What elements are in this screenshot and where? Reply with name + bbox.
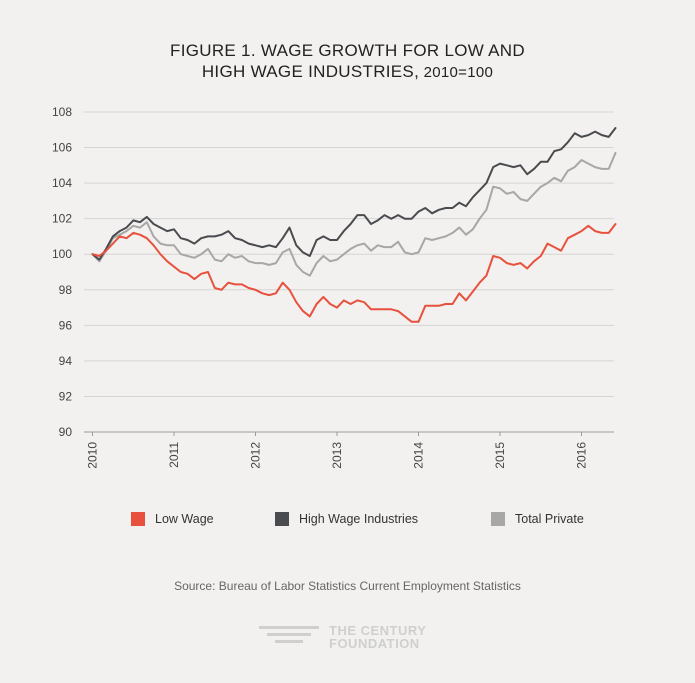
logo-text: THE CENTURY FOUNDATION	[329, 624, 426, 650]
source-note: Source: Bureau of Labor Statistics Curre…	[174, 579, 521, 593]
title-line-2-sub: 2010=100	[419, 64, 494, 81]
x-tick-label-2016: 2016	[575, 442, 589, 469]
x-tick-label-2010: 2010	[86, 442, 100, 469]
series-line-total-private	[91, 151, 617, 277]
foundation-logo: THE CENTURY FOUNDATION	[259, 624, 426, 650]
legend-label-total-private: Total Private	[515, 512, 584, 526]
logo-line-2: FOUNDATION	[329, 636, 420, 651]
title-line-1: FIGURE 1. WAGE GROWTH FOR LOW AND	[170, 41, 525, 60]
y-tick-label-106: 106	[52, 141, 72, 155]
series-line-low-wage	[91, 223, 617, 323]
x-tick-label-2012: 2012	[249, 442, 263, 469]
y-tick-label-98: 98	[59, 283, 73, 297]
legend-swatch-high-wage	[275, 512, 289, 526]
legend-label-high-wage: High Wage Industries	[299, 512, 419, 526]
x-tick-label-2015: 2015	[493, 442, 507, 469]
y-tick-label-108: 108	[52, 105, 72, 119]
line-chart: 90 92 94 96 98 100 102 104 106 108 2010 2011 2012 201…	[52, 105, 617, 469]
y-tick-label-90: 90	[59, 425, 73, 439]
y-tick-label-94: 94	[59, 354, 73, 368]
y-tick-label-104: 104	[52, 176, 72, 190]
legend-swatch-low-wage	[131, 512, 145, 526]
y-tick-label-102: 102	[52, 212, 72, 226]
title-line-2-main: HIGH WAGE INDUSTRIES,	[201, 62, 420, 81]
y-tick-label-96: 96	[59, 318, 73, 332]
legend-item-high-wage: High Wage Industries	[275, 512, 418, 526]
x-tick-label-2014: 2014	[412, 442, 426, 469]
series-line-high-wage-industries	[91, 127, 617, 261]
logo-line-1: THE CENTURY	[329, 623, 427, 638]
chart-legend: Low Wage High Wage Industries Total Priv…	[0, 512, 695, 532]
title-line-2: HIGH WAGE INDUSTRIES, 2010=100	[0, 61, 695, 83]
logo-mark-icon	[259, 626, 319, 643]
legend-label-low-wage: Low Wage	[155, 512, 214, 526]
y-tick-label-100: 100	[52, 247, 72, 261]
legend-item-low-wage: Low Wage	[131, 512, 214, 526]
x-tick-label-2011: 2011	[167, 442, 181, 468]
chart-title: FIGURE 1. WAGE GROWTH FOR LOW AND HIGH W…	[0, 40, 695, 83]
y-tick-label-92: 92	[59, 389, 73, 403]
legend-item-total-private: Total Private	[491, 512, 584, 526]
x-tick-label-2013: 2013	[330, 442, 344, 469]
legend-swatch-total-private	[491, 512, 505, 526]
